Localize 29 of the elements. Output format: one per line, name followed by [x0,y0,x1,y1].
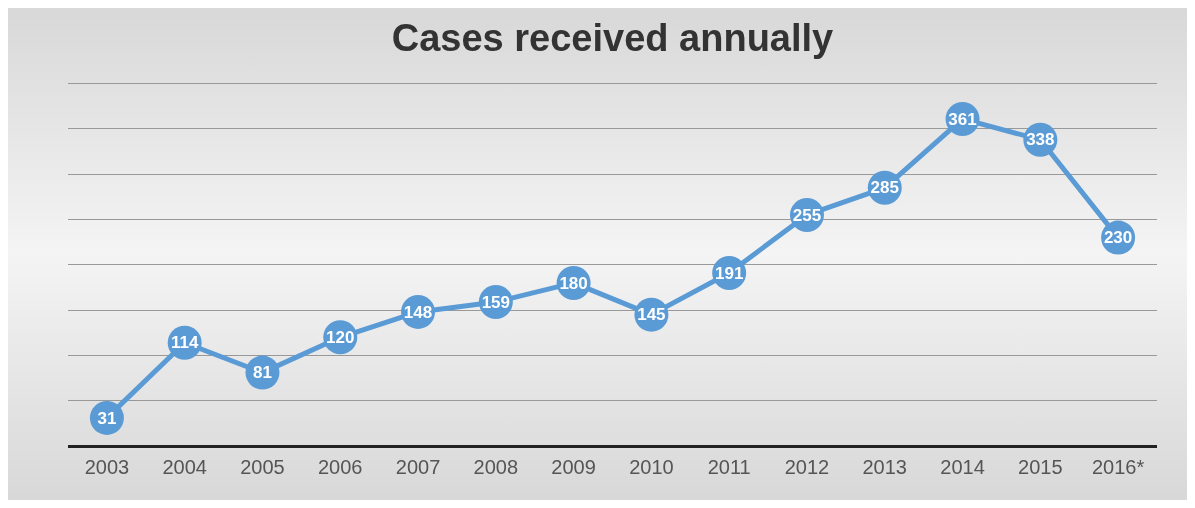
x-tick-label: 2012 [784,455,830,478]
data-label: 338 [1026,130,1055,150]
x-tick-label: 2014 [940,455,985,478]
chart-title: Cases received annually [391,17,834,60]
x-tick-label: 2003 [84,455,130,478]
data-label: 230 [1103,228,1133,248]
data-label: 361 [948,109,977,129]
data-label: 180 [559,273,588,293]
data-label: 81 [253,363,272,383]
data-label: 148 [403,302,433,322]
x-tick-label: 2010 [629,455,674,478]
data-label: 145 [637,305,666,325]
data-label: 159 [481,292,511,312]
x-tick-label: 2009 [551,455,596,478]
x-tick-label: 2006 [318,455,363,478]
data-label: 31 [97,408,117,428]
x-tick-label: 2004 [162,455,207,478]
x-tick-label: 2005 [240,455,285,478]
x-tick-label: 2016* [1091,455,1145,478]
data-label: 285 [870,178,899,198]
x-tick-label: 2007 [395,455,441,478]
data-label: 114 [170,333,199,353]
x-tick-label: 2011 [707,455,751,478]
x-tick-label: 2013 [862,455,907,478]
data-label: 120 [326,327,355,347]
data-label: 191 [714,263,744,283]
x-tick-label: 2008 [473,455,519,478]
x-tick-label: 2015 [1018,455,1063,478]
data-label: 255 [792,205,822,225]
